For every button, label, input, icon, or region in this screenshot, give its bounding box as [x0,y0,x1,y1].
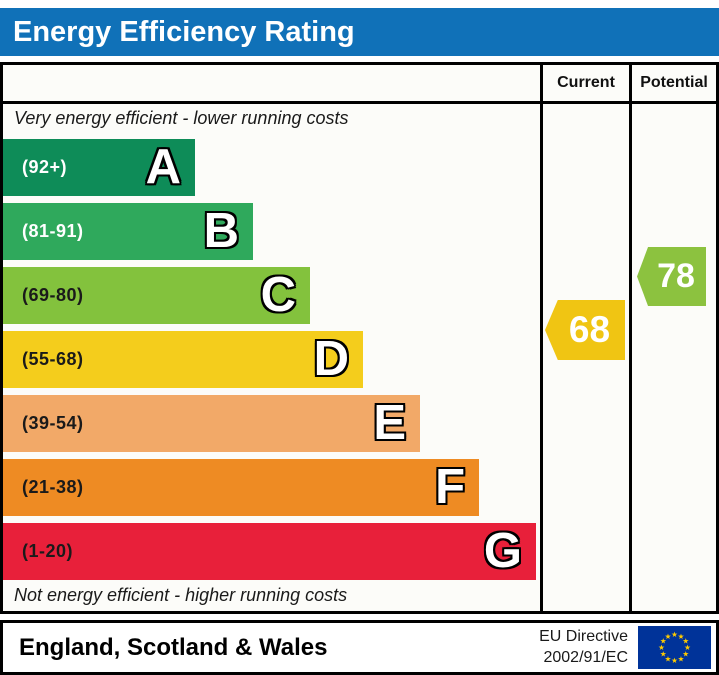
eu-flag-icon: ★ ★ ★ ★ ★ ★ ★ ★ ★ ★ ★ ★ [638,626,711,669]
svg-text:★: ★ [678,632,685,641]
svg-text:★: ★ [665,632,672,641]
band-g: (1-20) G [3,523,536,580]
band-range: (21-38) [22,477,84,497]
region-label: England, Scotland & Wales [19,633,328,661]
band-b: (81-91) B [3,203,253,260]
band-a: (92+) A [3,139,195,196]
svg-text:★: ★ [678,655,685,664]
band-c: (69-80) C [3,267,310,324]
svg-text:★: ★ [682,637,689,646]
eu-directive-line1: EU Directive [539,627,628,645]
potential-column-divider [629,62,632,614]
svg-text:★: ★ [671,630,678,639]
band-e: (39-54) E [3,395,420,452]
band-range: (1-20) [22,541,74,561]
svg-text:★: ★ [660,637,667,646]
current-rating-value: 68 [568,309,611,350]
band-letter: A [145,140,181,194]
caption-not-efficient: Not energy efficient - higher running co… [14,585,348,605]
band-letter: B [203,204,239,258]
band-letter: C [260,268,296,322]
directive-block: EU Directive 2002/91/EC ★ ★ ★ ★ ★ ★ ★ ★ … [539,626,711,669]
potential-rating-arrow: 78 [637,247,706,306]
current-column-divider [540,62,543,614]
band-letter: E [373,396,406,450]
svg-text:★: ★ [660,650,667,659]
svg-text:★: ★ [671,656,678,665]
eu-directive-line2: 2002/91/EC [543,648,628,666]
band-range: (55-68) [22,349,84,369]
potential-rating-value: 78 [657,257,695,295]
svg-text:★: ★ [684,643,691,652]
footer: England, Scotland & Wales EU Directive 2… [0,620,719,675]
band-f: (21-38) F [3,459,479,516]
band-letter: G [483,524,522,578]
header-divider [0,101,719,104]
potential-column-header: Potential [640,74,708,91]
band-range: (81-91) [22,221,84,241]
eu-directive-label: EU Directive 2002/91/EC [539,627,628,669]
band-range: (39-54) [22,413,84,433]
band-d: (55-68) D [3,331,363,388]
current-column-header: Current [557,74,615,91]
current-rating-arrow: 68 [545,300,625,360]
caption-very-efficient: Very energy efficient - lower running co… [14,108,349,128]
band-letter: F [435,460,465,514]
band-range: (92+) [22,157,68,177]
svg-text:★: ★ [665,655,672,664]
svg-text:★: ★ [682,650,689,659]
page-title: Energy Efficiency Rating [0,8,719,56]
svg-text:★: ★ [658,643,665,652]
band-range: (69-80) [22,285,84,305]
band-letter: D [313,332,349,386]
